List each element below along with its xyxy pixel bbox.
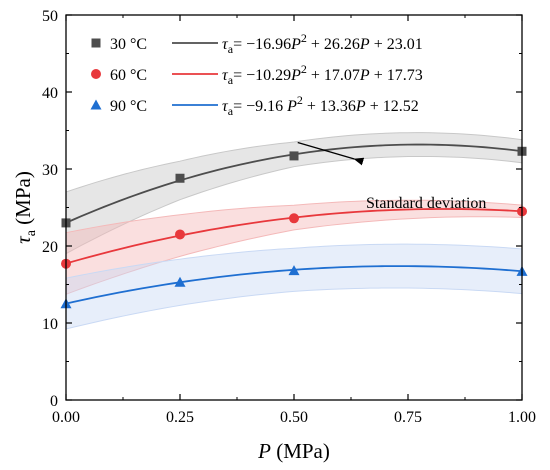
x-tick-label: 0.00 [52, 409, 80, 426]
fit-equation-2: τa= −9.16 P2 + 13.36P + 12.52 [222, 93, 419, 118]
axis-ticks [65, 14, 523, 401]
legend-marker-triangle [90, 99, 102, 110]
eq-lhs: τ [222, 36, 229, 53]
legend-marker-square [91, 38, 101, 48]
axis-labels: P (MPa)τa (MPa) [11, 171, 330, 463]
x-tick-label: 0.75 [394, 409, 422, 426]
eq-lhs-sub: a [228, 104, 234, 118]
data-point-60c [289, 213, 299, 224]
y-axis-label: τa (MPa) [11, 171, 39, 244]
x-axis-label: P (MPa) [257, 439, 330, 463]
eq-coef-c: + 12.52 [366, 98, 419, 115]
data-point-60c [175, 229, 185, 240]
eq-coef-a: = −9.16 [233, 98, 287, 115]
x-axis-unit: (MPa) [271, 439, 330, 463]
fit-equation-0: τa= −16.96P2 + 26.26P + 23.01 [222, 31, 423, 56]
y-tick-label: 50 [42, 8, 58, 25]
tick-labels: 0.00 0.25 0.50 0.75 1.00 0 10 20 30 40 50 [42, 8, 536, 426]
legend-label-0: 30 °C [110, 36, 147, 53]
std-dev-bands [65, 132, 523, 330]
eq-var-2: P [355, 98, 366, 115]
eq-lhs-sub: a [228, 42, 234, 56]
eq-coef-c: + 23.01 [370, 36, 423, 53]
legend-marker-circle [91, 69, 101, 79]
eq-lhs: τ [222, 67, 229, 84]
y-tick-label: 10 [42, 316, 58, 333]
y-axis-sub: a [24, 229, 39, 236]
eq-coef-a: = −16.96 [233, 36, 291, 53]
data-point-30c [175, 173, 185, 183]
y-tick-label: 0 [50, 393, 58, 410]
x-tick-label: 0.25 [166, 409, 194, 426]
eq-coef-a: = −10.29 [233, 67, 291, 84]
y-tick-label: 20 [42, 239, 58, 256]
y-axis-var: τ [11, 235, 35, 244]
data-point-90c [288, 265, 300, 276]
eq-coef-c: + 17.73 [370, 67, 423, 84]
standard-deviation-annotation: Standard deviation [297, 141, 486, 212]
eq-coef-b: + 13.36 [303, 98, 356, 115]
eq-coef-b: + 17.07 [307, 67, 360, 84]
y-tick-label: 30 [42, 162, 58, 179]
eq-var: P [290, 67, 301, 84]
y-axis-unit: (MPa) [11, 171, 35, 230]
eq-var-2: P [359, 36, 370, 53]
data-point-30c [289, 151, 299, 161]
eq-lhs: τ [222, 98, 229, 115]
legend-label-1: 60 °C [110, 67, 147, 84]
x-tick-label: 0.50 [280, 409, 308, 426]
eq-exp: 2 [301, 31, 307, 45]
eq-exp: 2 [301, 62, 307, 76]
data-point-90c [174, 276, 186, 287]
x-tick-label: 1.00 [508, 409, 536, 426]
x-axis-var: P [257, 439, 271, 463]
eq-var-2: P [359, 67, 370, 84]
eq-var: P [290, 36, 301, 53]
eq-coef-b: + 26.26 [307, 36, 360, 53]
fit-equation-1: τa= −10.29P2 + 17.07P + 17.73 [222, 62, 423, 87]
eq-lhs-sub: a [228, 73, 234, 87]
eq-exp: 2 [297, 93, 303, 107]
annotation-text: Standard deviation [366, 195, 486, 212]
annotation-arrow [297, 141, 365, 166]
y-tick-label: 40 [42, 85, 58, 102]
eq-var: P [286, 98, 297, 115]
legend-label-2: 90 °C [110, 98, 147, 115]
